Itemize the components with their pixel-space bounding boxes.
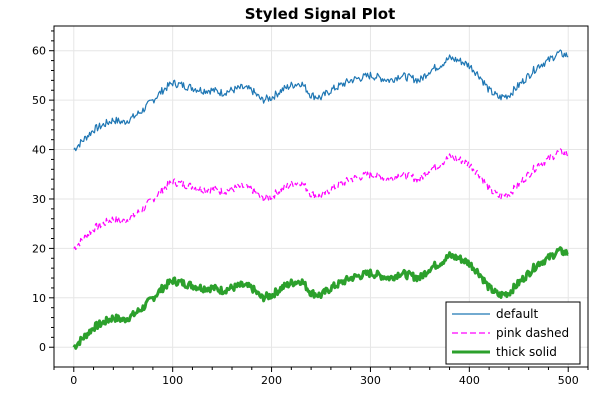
y-tick-label-40: 40	[32, 144, 46, 157]
y-tick-label-30: 30	[32, 193, 46, 206]
y-tick-label-10: 10	[32, 292, 46, 305]
y-tick-label-0: 0	[39, 341, 46, 354]
legend-box	[445, 301, 581, 365]
series-line-default	[73, 49, 569, 152]
x-tick-label-200: 200	[261, 374, 282, 387]
y-tick-label-20: 20	[32, 242, 46, 255]
series-line-thick-solid	[72, 246, 569, 350]
legend-label-default: default	[496, 307, 539, 321]
y-tick-label-60: 60	[32, 45, 46, 58]
x-tick-label-500: 500	[558, 374, 579, 387]
x-tick-label-300: 300	[360, 374, 381, 387]
series-lines	[72, 49, 569, 350]
chart-title: Styled Signal Plot	[245, 5, 395, 23]
legend-label-thick-solid: thick solid	[496, 345, 557, 359]
y-tick-label-50: 50	[32, 94, 46, 107]
legend: default pink dashed thick solid	[445, 301, 581, 365]
legend-label-pink-dashed: pink dashed	[496, 326, 569, 340]
grid	[54, 26, 588, 367]
plot-frame	[53, 25, 589, 368]
x-tick-label-400: 400	[459, 374, 480, 387]
x-tick-label-100: 100	[162, 374, 183, 387]
axis-ticks: 0 100 200 300 400 500 0 10 20 30 40 50 60	[32, 30, 589, 387]
x-tick-label-0: 0	[70, 374, 77, 387]
